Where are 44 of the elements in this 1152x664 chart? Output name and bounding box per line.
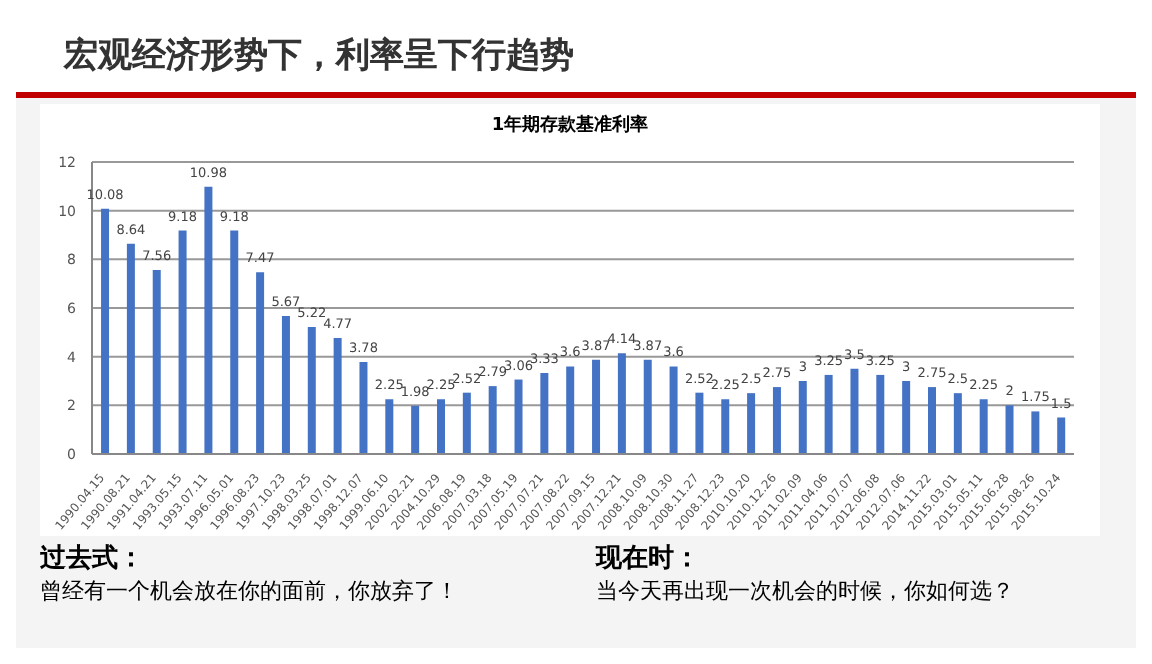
bar bbox=[669, 366, 678, 454]
bar bbox=[721, 399, 730, 454]
bar bbox=[256, 272, 265, 454]
bar bbox=[850, 368, 859, 454]
bar bbox=[281, 316, 290, 454]
bar bbox=[126, 243, 135, 454]
bar bbox=[876, 374, 885, 454]
bar bbox=[1057, 417, 1066, 454]
chart-title: 宏观经济形势下，利率呈下行趋势 bbox=[64, 33, 574, 77]
bar bbox=[514, 379, 523, 454]
bar bbox=[798, 381, 807, 454]
bar bbox=[307, 326, 316, 454]
bar bbox=[643, 359, 652, 454]
chart-subtitle: 1年期存款基准利率 bbox=[489, 112, 651, 138]
bar bbox=[617, 353, 626, 454]
bar bbox=[462, 392, 471, 454]
bar bbox=[927, 387, 936, 454]
bar bbox=[747, 393, 756, 454]
bar bbox=[1005, 405, 1014, 454]
bar bbox=[772, 387, 781, 454]
text: 曾经有一个机会放在你的面前，你放弃了！ bbox=[40, 576, 458, 606]
bar bbox=[566, 366, 575, 454]
bar bbox=[359, 362, 368, 454]
bar bbox=[436, 399, 445, 454]
bar bbox=[979, 399, 988, 454]
bar bbox=[411, 405, 420, 454]
bar bbox=[1031, 411, 1040, 454]
bar bbox=[152, 270, 161, 454]
bar bbox=[824, 374, 833, 454]
bar bbox=[540, 372, 549, 454]
text: 过去式： bbox=[40, 542, 144, 576]
bar bbox=[488, 386, 497, 454]
bar bbox=[953, 393, 962, 454]
bar bbox=[178, 230, 187, 454]
bar bbox=[695, 392, 704, 454]
bar bbox=[592, 359, 601, 454]
bar bbox=[101, 208, 110, 454]
bar bbox=[333, 337, 342, 454]
bar bbox=[385, 399, 394, 454]
text: 当今天再出现一次机会的时候，你如何选？ bbox=[596, 576, 1014, 606]
bar bbox=[230, 230, 239, 454]
text: 现在时： bbox=[596, 542, 700, 576]
bar bbox=[204, 186, 213, 454]
bar bbox=[902, 381, 911, 454]
